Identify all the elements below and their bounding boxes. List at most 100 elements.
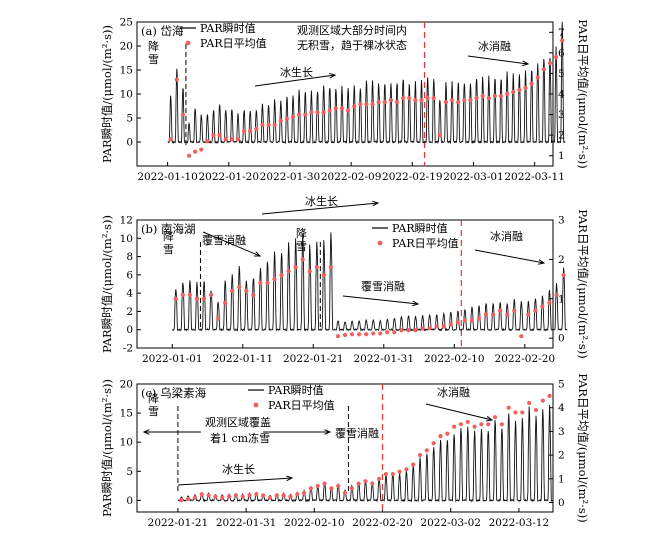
par-daily-mean-point xyxy=(499,422,504,427)
par-daily-mean-point xyxy=(382,100,387,105)
par-daily-mean-point xyxy=(427,326,432,331)
par-daily-mean-point xyxy=(358,102,363,107)
par-daily-mean-point xyxy=(535,75,540,80)
annotation-snow-2: 雪 xyxy=(148,405,159,418)
x-tick-label: 2022-01-01 xyxy=(142,353,203,365)
par-daily-mean-point xyxy=(233,493,238,498)
annotation-snow-2: 雪 xyxy=(148,53,159,66)
par-daily-mean-point xyxy=(540,304,545,309)
par-daily-mean-point xyxy=(390,471,395,477)
par-daily-mean-point xyxy=(295,492,300,497)
par-daily-mean-point xyxy=(297,112,302,117)
par-daily-mean-point xyxy=(345,108,351,113)
par-daily-mean-point xyxy=(290,114,296,119)
arrow-head xyxy=(412,300,420,307)
par-daily-mean-point xyxy=(363,479,368,484)
y-right-tick-label: 0 xyxy=(558,497,565,509)
par-daily-mean-point xyxy=(342,332,348,338)
par-daily-mean-point xyxy=(419,98,424,103)
plot-frame xyxy=(136,219,554,349)
par-daily-mean-point xyxy=(455,320,460,325)
par-daily-mean-point xyxy=(388,98,393,103)
y-left-axis-title: PAR瞬时值/(μmol/(m²·s)) xyxy=(100,215,114,353)
par-daily-mean-point xyxy=(413,98,418,103)
par-daily-mean-point xyxy=(441,324,446,329)
par-daily-mean-point xyxy=(376,100,381,105)
par-daily-mean-point xyxy=(322,481,327,486)
annotation-note_line2: 无积雪，趋于裸冰状态 xyxy=(297,38,407,52)
x-tick-label: 2022-02-20 xyxy=(495,353,556,365)
annotation-snow: 降 xyxy=(148,391,159,405)
par-daily-mean-point xyxy=(301,490,307,496)
par-daily-mean-point xyxy=(498,93,504,99)
par-daily-mean-point xyxy=(261,493,266,498)
par-daily-mean-point xyxy=(458,422,464,427)
y-left-tick-label: 10 xyxy=(120,437,133,449)
par-daily-mean-point xyxy=(205,139,210,144)
par-daily-mean-point xyxy=(469,318,475,323)
arrow-head xyxy=(372,200,380,207)
y-left-tick-label: 5 xyxy=(126,466,133,478)
y-left-tick-label: -2 xyxy=(123,343,133,355)
par-daily-mean-point xyxy=(506,405,511,410)
par-daily-mean-point xyxy=(448,322,453,327)
par-daily-mean-point xyxy=(498,308,503,313)
annotation-note_line2: 着1 cm冻雪 xyxy=(210,431,270,445)
par-daily-mean-point xyxy=(187,292,192,297)
x-tick-label: 2022-01-31 xyxy=(354,353,415,365)
par-daily-mean-point xyxy=(397,469,402,474)
legend-instant-label: PAR瞬时值 xyxy=(268,384,324,397)
par-daily-mean-point xyxy=(417,453,423,458)
par-daily-mean-point xyxy=(303,112,308,117)
y-right-tick-label: 1 xyxy=(558,293,565,305)
par-daily-mean-point xyxy=(226,494,232,499)
arrow-head xyxy=(485,416,494,422)
par-daily-mean-point xyxy=(258,280,263,286)
y-left-tick-label: 10 xyxy=(120,89,133,101)
par-daily-mean-point xyxy=(527,400,532,406)
par-daily-mean-point xyxy=(434,324,439,329)
par-daily-mean-point xyxy=(476,316,482,321)
annotation-arrow xyxy=(177,477,293,486)
annotation-snow1-2: 雪 xyxy=(163,243,174,256)
y-left-tick-label: 5 xyxy=(126,113,133,125)
y-left-tick-label: 0 xyxy=(126,324,133,336)
par-daily-mean-point xyxy=(254,126,259,132)
annotation-snow2: 降 xyxy=(296,226,307,240)
par-daily-mean-point xyxy=(486,422,491,427)
par-daily-mean-point xyxy=(186,153,192,158)
par-daily-mean-point xyxy=(547,61,553,66)
par-daily-mean-point xyxy=(260,122,265,127)
par-daily-mean-point xyxy=(288,494,293,499)
par-daily-mean-point xyxy=(468,98,473,103)
par-daily-mean-point xyxy=(437,133,442,138)
par-daily-mean-point xyxy=(281,493,286,498)
annotation-snowmelt: 覆雪消融 xyxy=(335,426,379,440)
par-daily-mean-point xyxy=(486,96,491,101)
par-daily-mean-point xyxy=(526,312,531,317)
x-tick-label: 2022-02-10 xyxy=(284,517,345,529)
arrow-head xyxy=(538,259,546,265)
panel-label: (c) 乌梁素海 xyxy=(141,386,207,400)
par-daily-mean-point xyxy=(180,292,185,297)
par-daily-mean-point xyxy=(547,300,552,305)
x-tick-label: 2022-01-30 xyxy=(260,171,321,183)
par-daily-mean-point xyxy=(364,332,369,337)
par-daily-mean-point xyxy=(407,96,412,101)
annotation-growth: 冰生长 xyxy=(280,65,313,79)
par-daily-mean-point xyxy=(179,498,184,503)
y-right-axis-title: PAR日平均值/(μmol/(m²·s)) xyxy=(576,209,590,358)
par-daily-mean-point xyxy=(513,410,518,415)
panel-label: (b) 南海湖 xyxy=(141,222,196,236)
x-tick-label: 2022-01-11 xyxy=(212,353,273,365)
par-daily-mean-point xyxy=(492,93,497,99)
x-tick-label: 2022-03-01 xyxy=(443,171,504,183)
y-left-axis-title: PAR瞬时值/(μmol/(m²·s)) xyxy=(100,379,114,517)
par-daily-mean-point xyxy=(399,328,404,333)
par-daily-mean-point xyxy=(251,292,256,297)
par-daily-mean-point xyxy=(445,431,450,436)
par-daily-mean-point xyxy=(192,495,198,500)
par-daily-mean-point xyxy=(371,331,376,336)
par-daily-mean-point xyxy=(424,448,429,453)
